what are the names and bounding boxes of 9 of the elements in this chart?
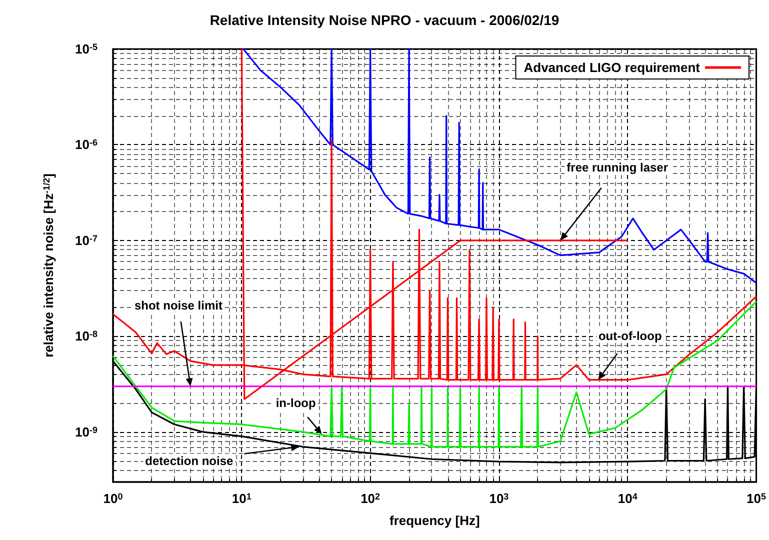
x-axis-title: frequency [Hz] [389,513,480,528]
chart-title: Relative Intensity Noise NPRO - vacuum - 2006/02/19 [210,12,560,28]
legend-label: Advanced LIGO requirement [524,60,701,75]
annotation: in-loop [276,396,316,410]
y-axis-title: relative intensity noise [Hz-1/2] [41,174,56,358]
annotation: free running laser [566,160,668,174]
annotation: out-of-loop [598,328,662,343]
annotation: shot noise limit [134,298,222,312]
annotation: detection noise [145,454,234,468]
